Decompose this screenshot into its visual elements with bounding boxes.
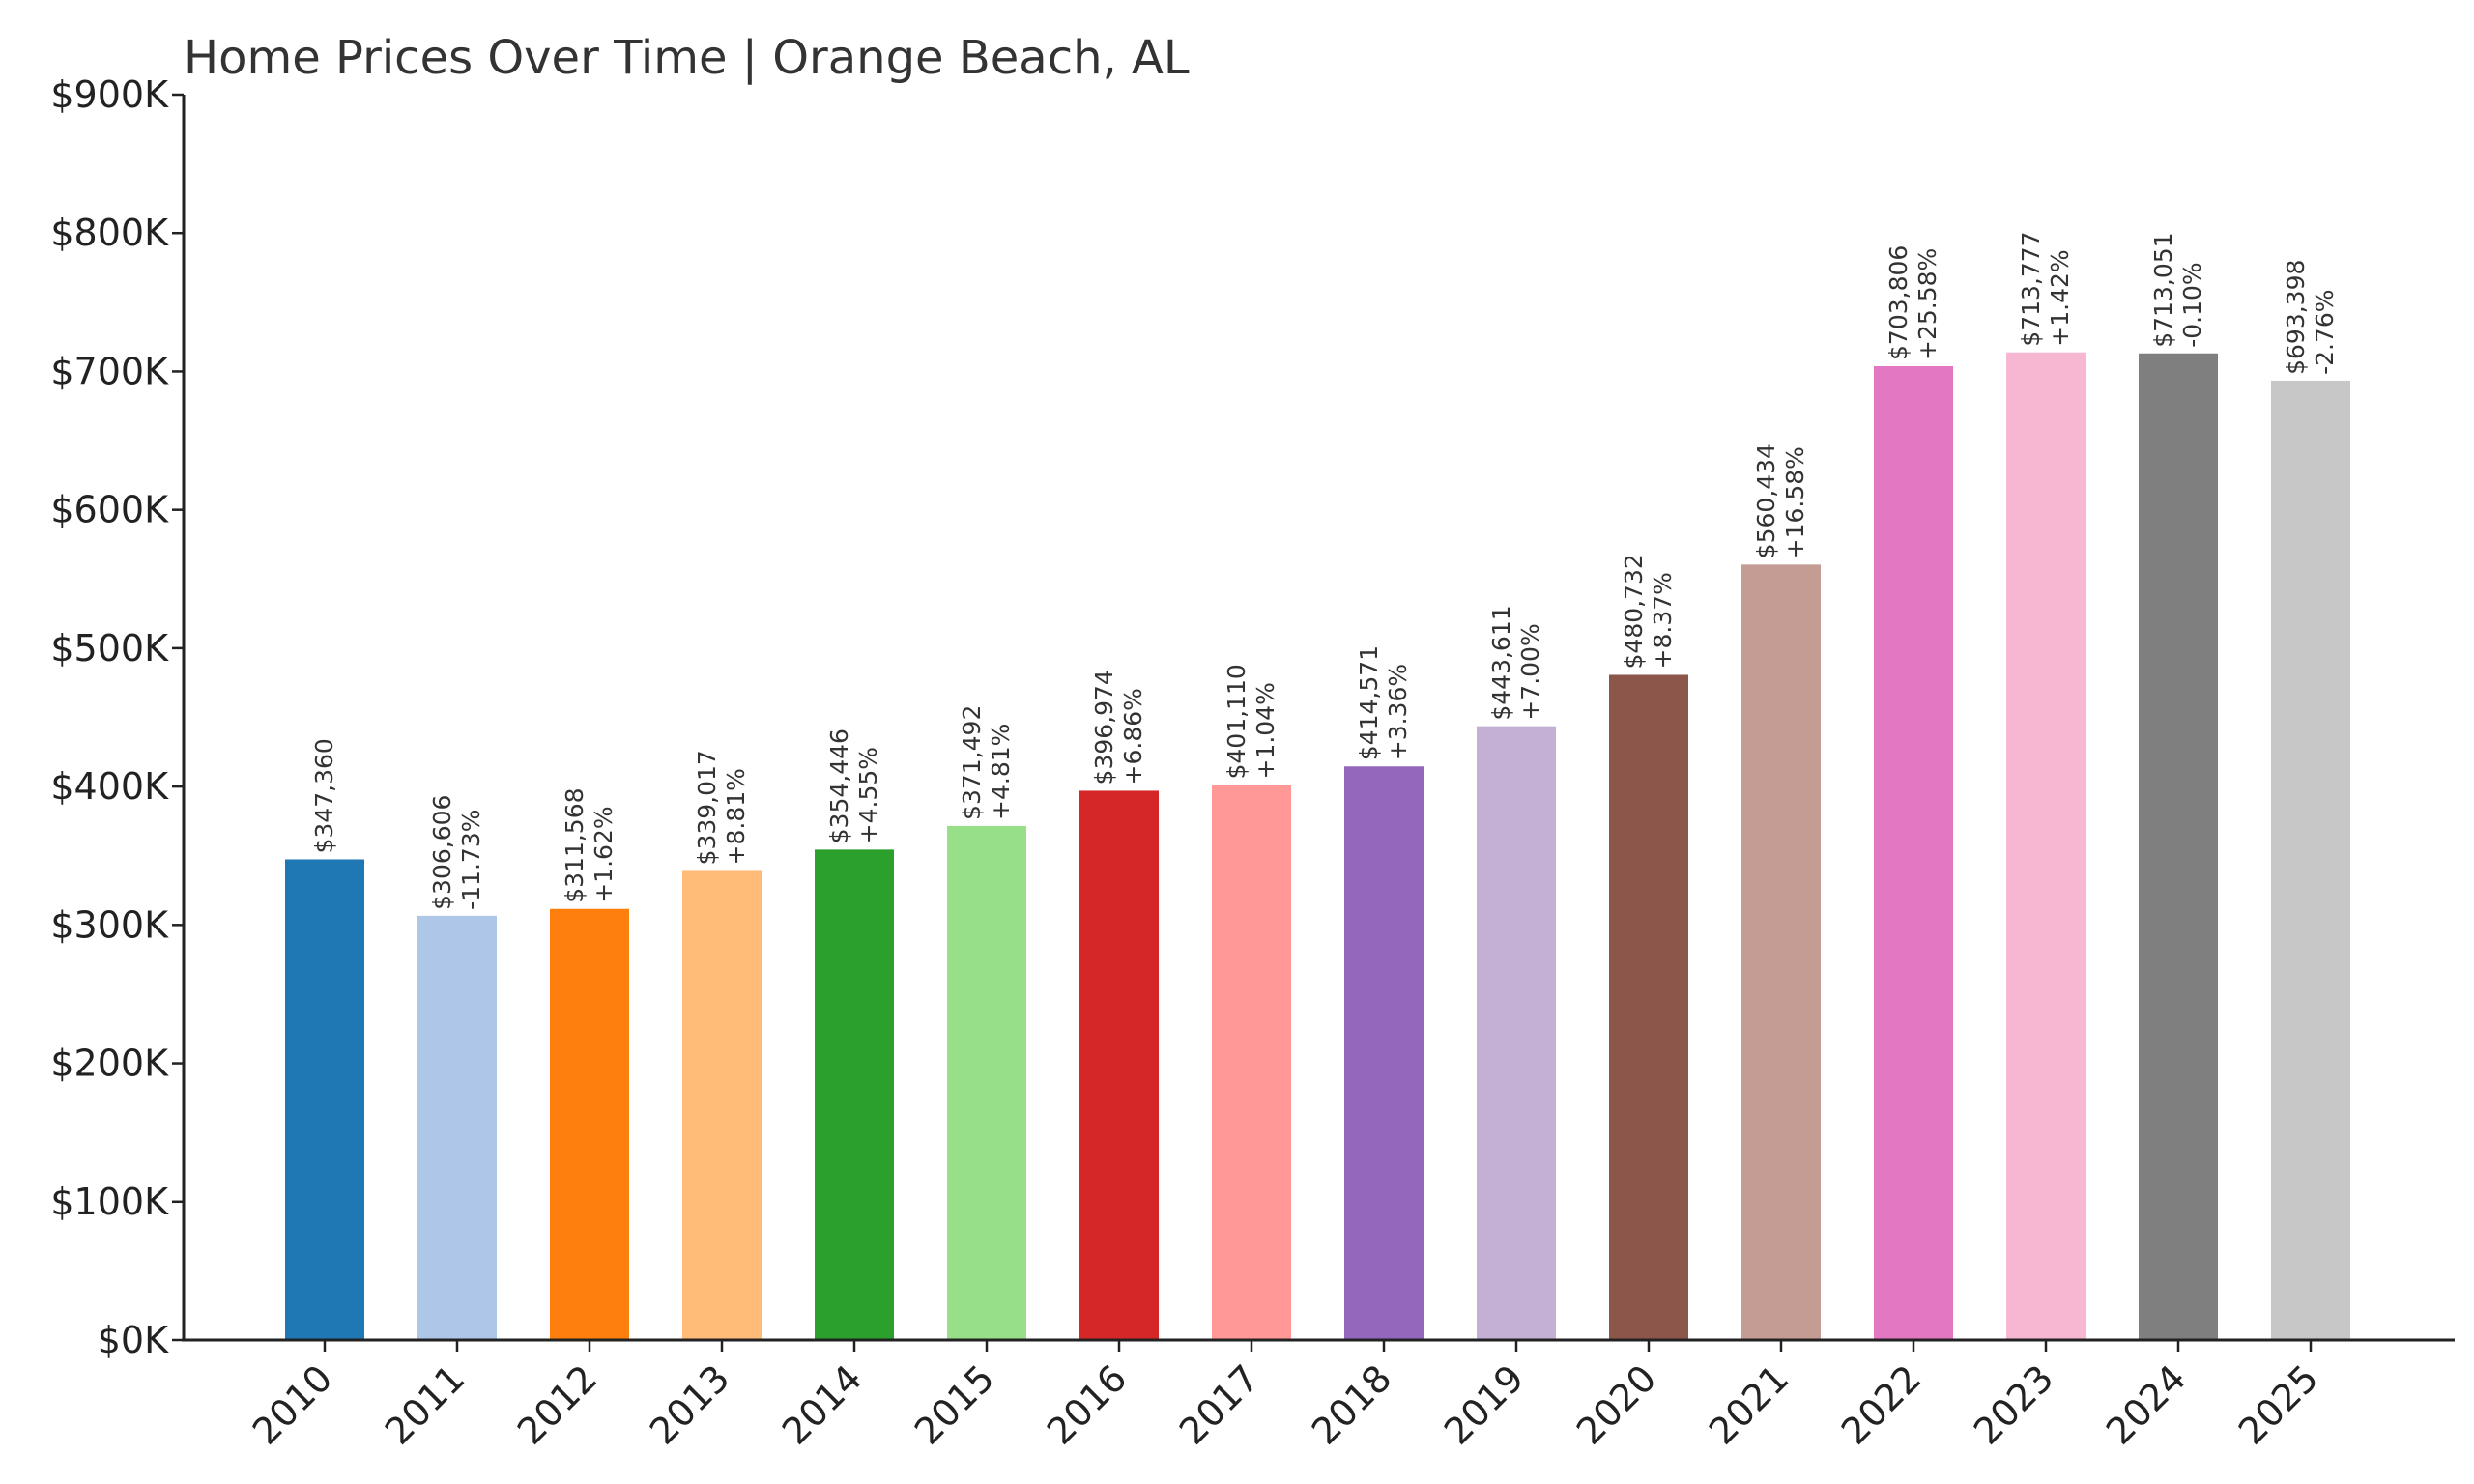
bar-change-label: +6.86% — [1119, 688, 1147, 785]
bar-value-label: $306,606 — [428, 795, 456, 910]
x-tick-label: 2014 — [774, 1356, 871, 1453]
y-tick-label: $500K — [50, 627, 169, 670]
y-tick-label: $300K — [50, 903, 169, 946]
bar-change-label: -11.73% — [457, 810, 485, 910]
bar-change-label: +4.81% — [987, 724, 1015, 820]
bar-labels: $347,360 $306,606 -11.73% $311,568 +1.62% $33… — [310, 231, 2339, 909]
x-tick-label: 2012 — [509, 1356, 606, 1453]
bar-change-label: +8.81% — [722, 768, 750, 865]
bar — [1212, 785, 1291, 1340]
x-tick-label: 2020 — [1568, 1356, 1665, 1453]
x-tick-label: 2022 — [1833, 1356, 1930, 1453]
bar — [2271, 380, 2350, 1340]
x-tick-label: 2025 — [2230, 1356, 2327, 1453]
x-tick-label: 2010 — [245, 1356, 341, 1453]
bar — [947, 825, 1026, 1340]
bars — [285, 352, 2350, 1340]
y-tick-label: $600K — [50, 489, 169, 531]
x-tick-label: 2021 — [1701, 1356, 1798, 1453]
x-tick-label: 2011 — [377, 1356, 474, 1453]
x-tick-label: 2015 — [906, 1356, 1003, 1453]
bar-change-label: +16.58% — [1781, 446, 1809, 558]
x-axis: 2010 2011 2012 2013 2014 2015 2016 2017 2018 2019… — [245, 1340, 2327, 1453]
y-tick-label: $700K — [50, 350, 169, 392]
bar-change-label: +25.58% — [1913, 248, 1942, 360]
bar — [2006, 352, 2086, 1340]
x-tick-label: 2017 — [1171, 1356, 1268, 1453]
x-tick-label: 2013 — [642, 1356, 738, 1453]
x-tick-label: 2024 — [2098, 1356, 2195, 1453]
bar — [1609, 674, 1688, 1340]
bar-change-label: -2.76% — [2311, 289, 2339, 374]
y-axis: $0K $100K $200K $300K $400K $500K $600K $700K $8… — [50, 73, 184, 1361]
y-tick-label: $400K — [50, 765, 169, 808]
bar-change-label: -0.10% — [2178, 262, 2206, 347]
bar — [417, 915, 497, 1340]
bar-change-label: +1.42% — [2046, 249, 2074, 346]
bar — [1874, 365, 1953, 1340]
chart-title: Home Prices Over Time | Orange Beach, AL — [184, 31, 1190, 85]
y-tick-label: $100K — [50, 1181, 169, 1223]
bar-change-label: +7.00% — [1516, 623, 1544, 720]
bar-value-label: $371,492 — [958, 705, 986, 820]
bar-value-label: $560,434 — [1752, 443, 1780, 558]
bar-value-label: $354,446 — [825, 728, 853, 843]
bar-change-label: +3.36% — [1384, 664, 1412, 760]
bar-value-label: $401,110 — [1223, 664, 1251, 779]
y-tick-label: $200K — [50, 1042, 169, 1085]
bar-value-label: $339,017 — [693, 750, 721, 865]
bar-value-label: $713,051 — [2149, 232, 2177, 347]
x-tick-label: 2023 — [1966, 1356, 2062, 1453]
bar-value-label: $311,568 — [561, 787, 589, 902]
bar — [815, 849, 894, 1340]
bar — [2139, 353, 2218, 1340]
bar-change-label: +1.04% — [1251, 682, 1280, 779]
x-tick-label: 2018 — [1304, 1356, 1400, 1453]
bar-value-label: $347,360 — [310, 738, 338, 853]
bar-change-label: +8.37% — [1649, 572, 1677, 669]
bar — [1344, 766, 1424, 1340]
x-tick-label: 2016 — [1039, 1356, 1136, 1453]
bar-value-label: $414,571 — [1355, 645, 1383, 760]
bar-value-label: $443,611 — [1487, 605, 1515, 720]
bar — [550, 908, 629, 1340]
bar — [682, 870, 762, 1340]
bar-value-label: $480,732 — [1620, 554, 1648, 669]
bar-value-label: $713,777 — [2017, 231, 2045, 346]
x-tick-label: 2019 — [1436, 1356, 1533, 1453]
y-tick-label: $800K — [50, 212, 169, 254]
y-tick-label: $0K — [98, 1319, 169, 1361]
bar-change-label: +1.62% — [590, 806, 618, 902]
bar — [285, 859, 364, 1340]
bar-value-label: $693,398 — [2282, 260, 2310, 375]
bar-change-label: +4.55% — [854, 747, 882, 843]
bar — [1477, 726, 1556, 1340]
bar — [1741, 564, 1821, 1340]
bar — [1079, 790, 1159, 1340]
y-tick-label: $900K — [50, 73, 169, 116]
bar-value-label: $703,806 — [1884, 245, 1913, 360]
bar-value-label: $396,974 — [1090, 670, 1118, 785]
